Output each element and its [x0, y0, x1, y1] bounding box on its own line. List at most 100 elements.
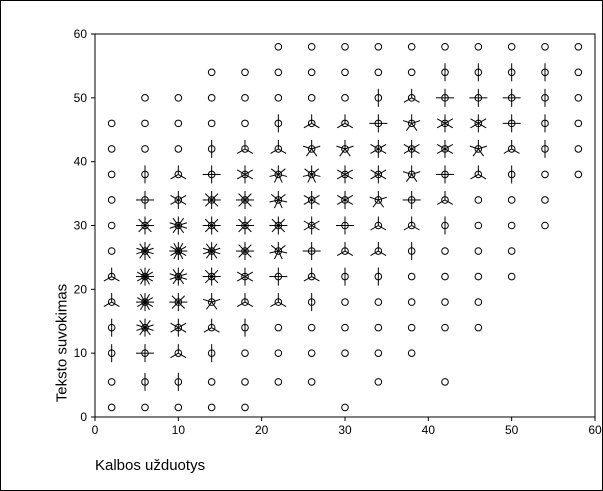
sunflower-petal	[244, 244, 252, 252]
sunflower-petal	[303, 225, 312, 231]
sunflower-petal	[144, 271, 154, 277]
sunflower-point	[307, 94, 316, 102]
sunflower-point	[202, 267, 221, 286]
sunflower-point	[470, 114, 487, 133]
sunflower-point	[303, 190, 320, 209]
sunflower-petal	[336, 250, 346, 256]
sunflower-petal	[204, 193, 213, 201]
sunflower-petal	[344, 174, 354, 180]
sunflower-petal	[144, 250, 154, 255]
sunflower-petal	[202, 250, 212, 255]
sunflower-petal	[305, 148, 313, 157]
sunflower-petal	[111, 276, 120, 282]
sunflower-point	[307, 293, 316, 312]
sunflower-petal	[140, 268, 146, 277]
sunflower-petal	[269, 199, 279, 203]
sunflower-petal	[273, 174, 279, 183]
sunflower-point	[202, 293, 221, 310]
sunflower-petal	[144, 320, 151, 328]
sunflower-point	[541, 196, 549, 204]
sunflower-point	[436, 114, 454, 133]
sunflower-petal	[238, 218, 246, 226]
sunflower-petal	[211, 298, 221, 303]
sunflower-petal	[336, 145, 346, 150]
sunflower-point	[141, 119, 149, 128]
sunflower-petal	[136, 276, 146, 282]
sunflower-point	[341, 349, 349, 357]
sunflower-petal	[444, 118, 454, 124]
sunflower-point	[207, 344, 216, 363]
sunflower-petal	[277, 199, 283, 209]
sunflower-petal	[303, 195, 312, 201]
sunflower-point	[402, 190, 421, 209]
sunflower-petal	[144, 324, 154, 329]
sunflower-petal	[211, 301, 218, 310]
sunflower-petal	[378, 250, 387, 256]
sunflower-petal	[172, 217, 179, 226]
sunflower-petal	[277, 225, 286, 233]
sunflower-point	[307, 349, 316, 357]
sunflower-point	[103, 293, 120, 308]
sunflower-point	[541, 170, 549, 179]
sunflower-point	[174, 94, 183, 102]
sunflower-petal	[470, 174, 479, 180]
sunflower-point	[336, 216, 354, 235]
sunflower-point	[236, 139, 254, 154]
sunflower-point	[441, 378, 449, 386]
sunflower-point	[502, 88, 521, 107]
sunflower-point	[407, 242, 416, 261]
sunflower-point	[202, 165, 221, 184]
sunflower-petal	[171, 301, 179, 309]
sunflower-petal	[111, 301, 120, 308]
sunflower-petal	[411, 143, 420, 150]
sunflower-petal	[278, 173, 288, 177]
sunflower-petal	[270, 148, 279, 154]
sunflower-petal	[144, 327, 154, 331]
sunflower-point	[574, 145, 583, 153]
sunflower-point	[341, 94, 349, 102]
sunflower-petal	[411, 174, 418, 183]
sunflower-petal	[238, 199, 246, 207]
sunflower-petal	[138, 225, 146, 233]
sunflower-petal	[278, 245, 286, 252]
sunflower-point	[574, 94, 583, 102]
sunflower-petal	[178, 250, 187, 256]
sunflower-petal	[307, 174, 313, 183]
sunflower-petal	[211, 225, 219, 233]
sunflower-petal	[405, 174, 413, 183]
sunflower-petal	[205, 250, 213, 259]
sunflower-point	[374, 267, 383, 286]
sunflower-petal	[202, 247, 212, 252]
sunflower-point	[107, 378, 116, 386]
sunflower-petal	[169, 225, 179, 229]
sunflower-petal	[204, 269, 213, 277]
sunflower-petal	[236, 276, 246, 282]
sunflower-point	[170, 344, 187, 359]
sunflower-point	[441, 272, 449, 281]
sunflower-point	[574, 68, 583, 77]
axis-ticks: 0 10 20 30 40 50 60 0 10 20 30 40 50 60	[74, 27, 602, 437]
sunflower-petal	[277, 218, 286, 226]
sunflower-point	[136, 216, 154, 235]
sunflower-petal	[378, 225, 387, 231]
sunflower-petal	[472, 148, 479, 157]
sunflower-point	[307, 68, 316, 77]
sunflower-petal	[205, 243, 213, 252]
sunflower-point	[107, 247, 116, 255]
sunflower-petal	[273, 199, 279, 209]
sunflower-petal	[139, 327, 146, 336]
sunflower-petal	[178, 352, 187, 359]
sunflower-petal	[378, 143, 387, 150]
sunflower-petal	[278, 168, 286, 175]
sunflower-petal	[378, 169, 387, 175]
sunflower-point	[369, 190, 388, 208]
sunflower-point	[341, 267, 349, 286]
sunflower-petal	[211, 327, 220, 333]
sunflower-petal	[311, 168, 320, 175]
sunflower-point	[507, 247, 516, 255]
sunflower-point	[174, 403, 183, 412]
sunflower-point	[202, 190, 221, 209]
sunflower-point	[507, 165, 516, 184]
sunflower-point	[341, 403, 349, 412]
sunflower-petal	[344, 148, 351, 157]
